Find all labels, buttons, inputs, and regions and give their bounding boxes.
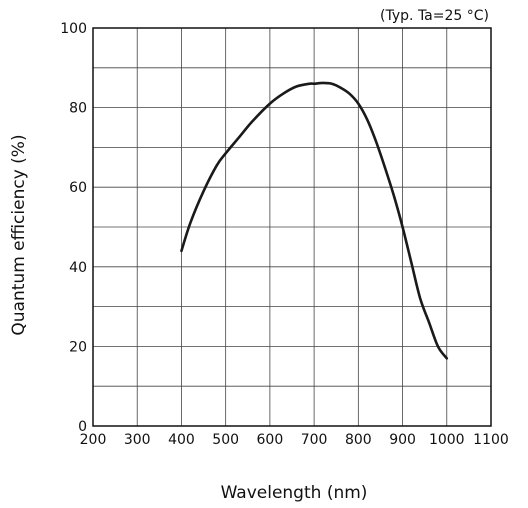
x-tick-label: 500: [212, 432, 239, 448]
x-tick-label: 200: [80, 432, 107, 448]
y-tick-label: 100: [60, 21, 87, 37]
x-tick-label: 400: [168, 432, 195, 448]
x-tick-label: 600: [257, 432, 284, 448]
grid: [93, 28, 491, 426]
y-tick-label: 40: [69, 260, 87, 276]
y-tick-labels: 0 20 40 60 80 100: [60, 21, 87, 435]
x-tick-label: 1100: [473, 432, 509, 448]
y-tick-label: 80: [69, 101, 87, 117]
y-tick-label: 60: [69, 180, 87, 196]
y-axis-label: Quantum efficiency (%): [9, 134, 29, 335]
x-tick-label: 700: [301, 432, 328, 448]
series-line: [180, 81, 449, 360]
y-tick-label: 20: [69, 339, 87, 355]
x-tick-label: 900: [389, 432, 416, 448]
y-tick-label: 0: [78, 419, 87, 435]
x-axis-label: Wavelength (nm): [221, 483, 368, 503]
x-tick-label: 800: [345, 432, 372, 448]
x-tick-label: 1000: [429, 432, 465, 448]
plot-frame: [92, 27, 492, 427]
x-tick-label: 300: [124, 432, 151, 448]
condition-annotation: (Typ. Ta=25 °C): [380, 8, 489, 24]
x-tick-labels: 200 300 400 500 600 700 800 900 1000 1100: [80, 432, 509, 448]
